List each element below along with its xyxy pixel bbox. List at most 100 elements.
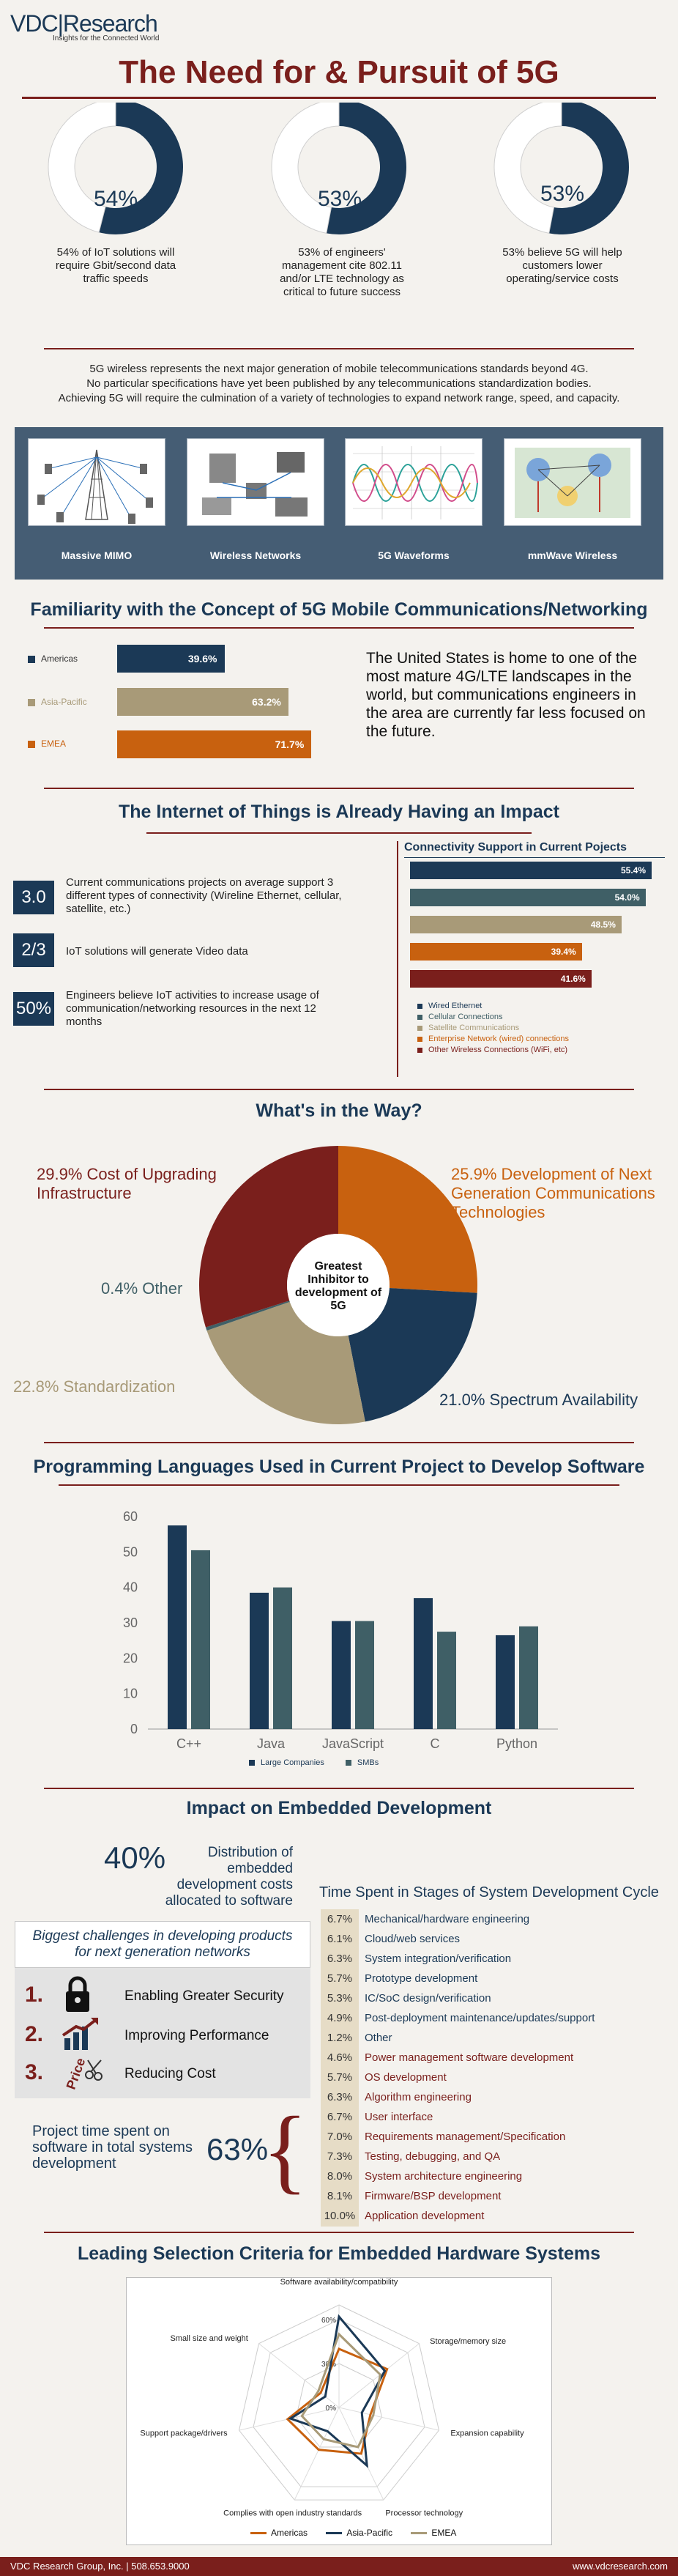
challenges-title: Biggest challenges in developing product… [32,1928,293,1960]
radar-axis-label: Support package/drivers [140,2429,228,2438]
familiarity-bars: Americas Asia-Pacific EMEA 39.6% 63.2% 7… [0,637,337,769]
bar-javascript-large [332,1621,351,1729]
project-brace: { [262,2098,308,2203]
x-tick-label: C++ [176,1736,201,1751]
stage-pct: 4.6% [321,2048,359,2068]
bar-c-large [414,1598,433,1729]
inhibitor-center-label: Greatest Inhibitor to development of 5G [294,1260,382,1312]
stage-row: 7.3% Testing, debugging, and QA [321,2147,665,2167]
connectivity-bar-enterprise: 39.4% [410,943,582,961]
footer-right[interactable]: www.vdcresearch.com [572,2561,668,2572]
stages-title: Time Spent in Stages of System Developme… [319,1884,659,1900]
y-tick-label: 40 [123,1580,138,1595]
wireless-networks-image [187,438,324,526]
iot-vertical-divider [397,841,398,1077]
bar-python-large [496,1635,515,1729]
radar-axis-label: Software availability/compatibility [280,2278,398,2287]
mmwave-wireless-image [504,438,641,526]
legend-wired-ethernet: Wired Ethernet [417,1001,569,1012]
inhibitor-bottom-divider [44,1442,634,1443]
legend-asia-pacific: Asia-Pacific [326,2528,392,2538]
x-tick-label: Python [496,1736,537,1751]
inhibitor-slice-other [205,1300,290,1331]
bar-label-americas: Americas [28,654,78,664]
connectivity-bar-satellite: 48.5% [410,916,622,933]
stage-label: User interface [365,2111,433,2123]
page-title: The Need for & Pursuit of 5G [119,54,559,90]
logo-text: VDC|Research [10,10,158,37]
stage-pct: 10.0% [321,2206,359,2227]
stage-pct: 1.2% [321,2028,359,2048]
connectivity-title-underline [404,857,665,858]
5g-waveforms-image [345,438,483,526]
stage-pct: 6.1% [321,1929,359,1950]
legend-large-companies: Large Companies [249,1758,324,1767]
donut-1-remaining-arc [48,103,116,233]
tech-label-5g-waveforms: 5G Waveforms [378,549,450,561]
title-divider [22,97,656,99]
connectivity-bars: 55.4% 54.0% 48.5% 39.4% 41.6% [410,862,659,991]
bar-label-asia-pacific: Asia-Pacific [28,697,87,707]
connectivity-bar-cellular: 54.0% [410,889,646,906]
languages-legend: Large Companies SMBs [249,1758,379,1767]
legend-other-wireless: Other Wireless Connections (WiFi, etc) [417,1045,569,1056]
stage-label: Application development [365,2210,485,2222]
radar-series-asia-pacific [288,2314,387,2468]
dist-pct: 40% [104,1840,166,1875]
radar-spoke [338,2407,439,2431]
stage-row: 6.7% Mechanical/hardware engineering [321,1909,665,1930]
radar-spoke [294,2407,340,2501]
stage-pct: 5.7% [321,2068,359,2088]
languages-chart: 0 10 20 30 40 50 60 C++ Java JavaScript C Python [123,1509,558,1751]
bar-java-large [250,1592,269,1729]
donut-2-pct: 53% [317,187,362,211]
radar-series-emea [300,2332,381,2449]
intro-line-3: Achieving 5G will require the culminatio… [58,392,620,404]
stage-label: Firmware/BSP development [365,2190,502,2202]
stat-text-video: IoT solutions will generate Video data [66,945,248,958]
stage-label: IC/SoC design/verification [365,1992,491,2005]
y-tick-label: 50 [123,1544,138,1559]
inhibitor-label-spectrum: 21.0% Spectrum Availability [439,1391,638,1409]
challenge-2-num: 2. [25,2022,44,2046]
stage-row: 4.6% Power management software developmen… [321,2048,665,2068]
donut-3-caption: 53% believe 5G will help customers lower… [502,246,622,285]
stage-row: 5.7% Prototype development [321,1969,665,1989]
radar-axis-label: Complies with open industry standards [223,2509,362,2518]
bar-c-smb [191,1550,210,1729]
inhibitor-label-standardization: 22.8% Standardization [13,1377,176,1396]
stage-label: OS development [365,2071,447,2084]
donut-row [48,103,629,234]
stage-row: 6.3% Algorithm engineering [321,2087,665,2108]
stage-label: Power management software development [365,2051,574,2064]
donut-2-filled-arc [326,103,406,234]
radar-axis-label: Expansion capability [450,2429,524,2438]
connectivity-bar-other-wireless: 41.6% [410,970,592,988]
stage-label: Post-deployment maintenance/updates/supp… [365,2012,595,2024]
y-tick-label: 0 [130,1722,138,1736]
stage-label: Prototype development [365,1972,478,1985]
familiarity-bar-asia-pacific: 63.2% [117,688,288,716]
stage-label: Testing, debugging, and QA [365,2150,501,2163]
inhibitor-slice-development [338,1146,477,1293]
challenge-3-num: 3. [25,2060,44,2084]
challenge-1-label: Enabling Greater Security [124,1988,284,2004]
stat-value-connectivity-types: 3.0 [13,881,54,914]
embedded-title: Impact on Embedded Development [186,1798,492,1818]
iot-underline [146,832,532,834]
y-tick-label: 20 [123,1651,138,1665]
stage-row: 8.1% Firmware/BSP development [321,2186,665,2207]
stat-text-resource-usage: Engineers believe IoT activities to incr… [66,989,319,1028]
stage-pct: 8.0% [321,2166,359,2187]
tech-label-massive-mimo: Massive MIMO [61,549,133,561]
donut-1-filled-arc [99,103,183,234]
legend-cellular: Cellular Connections [417,1012,569,1023]
intro-line-2: No particular specifications have yet be… [86,377,592,390]
donut-divider [44,348,634,349]
y-tick-label: 30 [123,1615,138,1630]
y-tick-label: 60 [123,1509,138,1524]
stage-row: 6.3% System integration/verification [321,1949,665,1969]
donut-3-remaining-arc [493,103,562,234]
tech-label-mmwave-wireless: mmWave Wireless [527,549,618,561]
legend-americas: Americas [250,2528,308,2538]
